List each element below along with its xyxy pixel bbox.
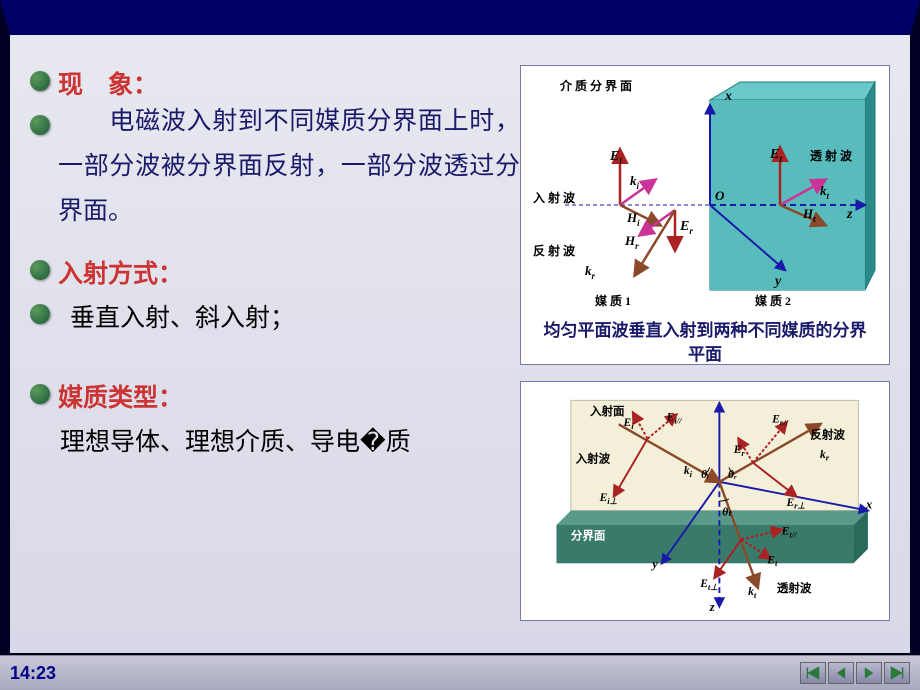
bullet-icon (30, 71, 50, 91)
medium-label: 媒质类型： (58, 378, 183, 414)
phenomenon-heading-line: 现 象： (30, 65, 520, 101)
fig1-medium1: 媒 质 1 (595, 293, 631, 308)
svg-text:kt: kt (748, 586, 757, 600)
origin-label: O (715, 188, 725, 203)
y-axis-label: y (773, 274, 782, 289)
bullet-icon (30, 304, 50, 324)
figure-1-caption: 均匀平面波垂直入射到两种不同媒质的分界平面 (525, 315, 885, 371)
svg-text:ki: ki (630, 173, 640, 191)
fig1-interface: 介 质 分 界 面 (559, 78, 632, 93)
z-axis-label: z (846, 207, 853, 222)
fig1-reflected: 反 射 波 (533, 243, 576, 258)
fig2-y: y (650, 557, 658, 571)
medium-text: 理想导体、理想介质、导电�质 (60, 422, 520, 458)
slide: 现 象： 电磁波入射到不同媒质分界面上时，一部分波被分界面反射，一部分波透过分界… (0, 0, 920, 655)
svg-text:θᵣ: θᵣ (728, 469, 737, 481)
fig2-boundary: 分界面 (571, 528, 606, 542)
medium-heading-line: 媒质类型： (30, 378, 520, 414)
fig2-refl-wave: 反射波 (810, 428, 845, 442)
figure-1: x y z O 介 质 分 界 面 入 射 波 反 射 波 (520, 65, 890, 365)
incidence-body-line: 垂直入射、斜入射； (30, 298, 520, 354)
time-display: 14:23 (10, 663, 56, 684)
svg-text:Er: Er (679, 219, 693, 236)
bullet-icon (30, 260, 50, 280)
incidence-heading-line: 入射方式： (30, 254, 520, 290)
fig2-z: z (709, 600, 715, 614)
fig1-incident: 入 射 波 (533, 190, 576, 205)
bullet-icon (30, 384, 50, 404)
nav-buttons (800, 662, 910, 684)
figure-2: 入射面 入射波 反射波 透射波 分界面 x y z Ei Ei// Ei⊥ ki… (520, 381, 890, 621)
figure-1-svg: x y z O 介 质 分 界 面 入 射 波 反 射 波 (525, 70, 885, 310)
figure-2-svg: 入射面 入射波 反射波 透射波 分界面 x y z Ei Ei// Ei⊥ ki… (525, 386, 885, 616)
x-axis-label: x (724, 89, 732, 104)
svg-text:Et⊥: Et⊥ (699, 578, 718, 592)
incidence-text: 垂直入射、斜入射； (70, 298, 295, 334)
phenomenon-text: 电磁波入射到不同媒质分界面上时，一部分波被分界面反射，一部分波透过分界面。 (58, 99, 520, 234)
phenomenon-label: 现 象： (58, 65, 158, 101)
fig2-trans-wave: 透射波 (777, 581, 812, 595)
svg-text:θᵢ: θᵢ (701, 469, 709, 481)
fig1-medium2: 媒 质 2 (755, 293, 791, 308)
right-column: x y z O 介 质 分 界 面 入 射 波 反 射 波 (520, 65, 890, 637)
last-button[interactable] (884, 662, 910, 684)
prev-button[interactable] (828, 662, 854, 684)
svg-text:kr: kr (585, 263, 596, 281)
fig2-x: x (865, 498, 872, 512)
svg-text:Hr: Hr (624, 233, 639, 251)
footer: 14:23 (0, 655, 920, 690)
fig1-transmitted: 透 射 波 (810, 148, 853, 163)
first-button[interactable] (800, 662, 826, 684)
left-column: 现 象： 电磁波入射到不同媒质分界面上时，一部分波被分界面反射，一部分波透过分界… (30, 65, 520, 478)
fig2-inc-wave: 入射波 (576, 452, 611, 466)
bullet-icon (30, 115, 50, 135)
svg-text:θₜ: θₜ (722, 506, 732, 518)
incidence-label: 入射方式： (58, 254, 183, 290)
next-button[interactable] (856, 662, 882, 684)
fig2-inc-plane: 入射面 (590, 404, 625, 418)
